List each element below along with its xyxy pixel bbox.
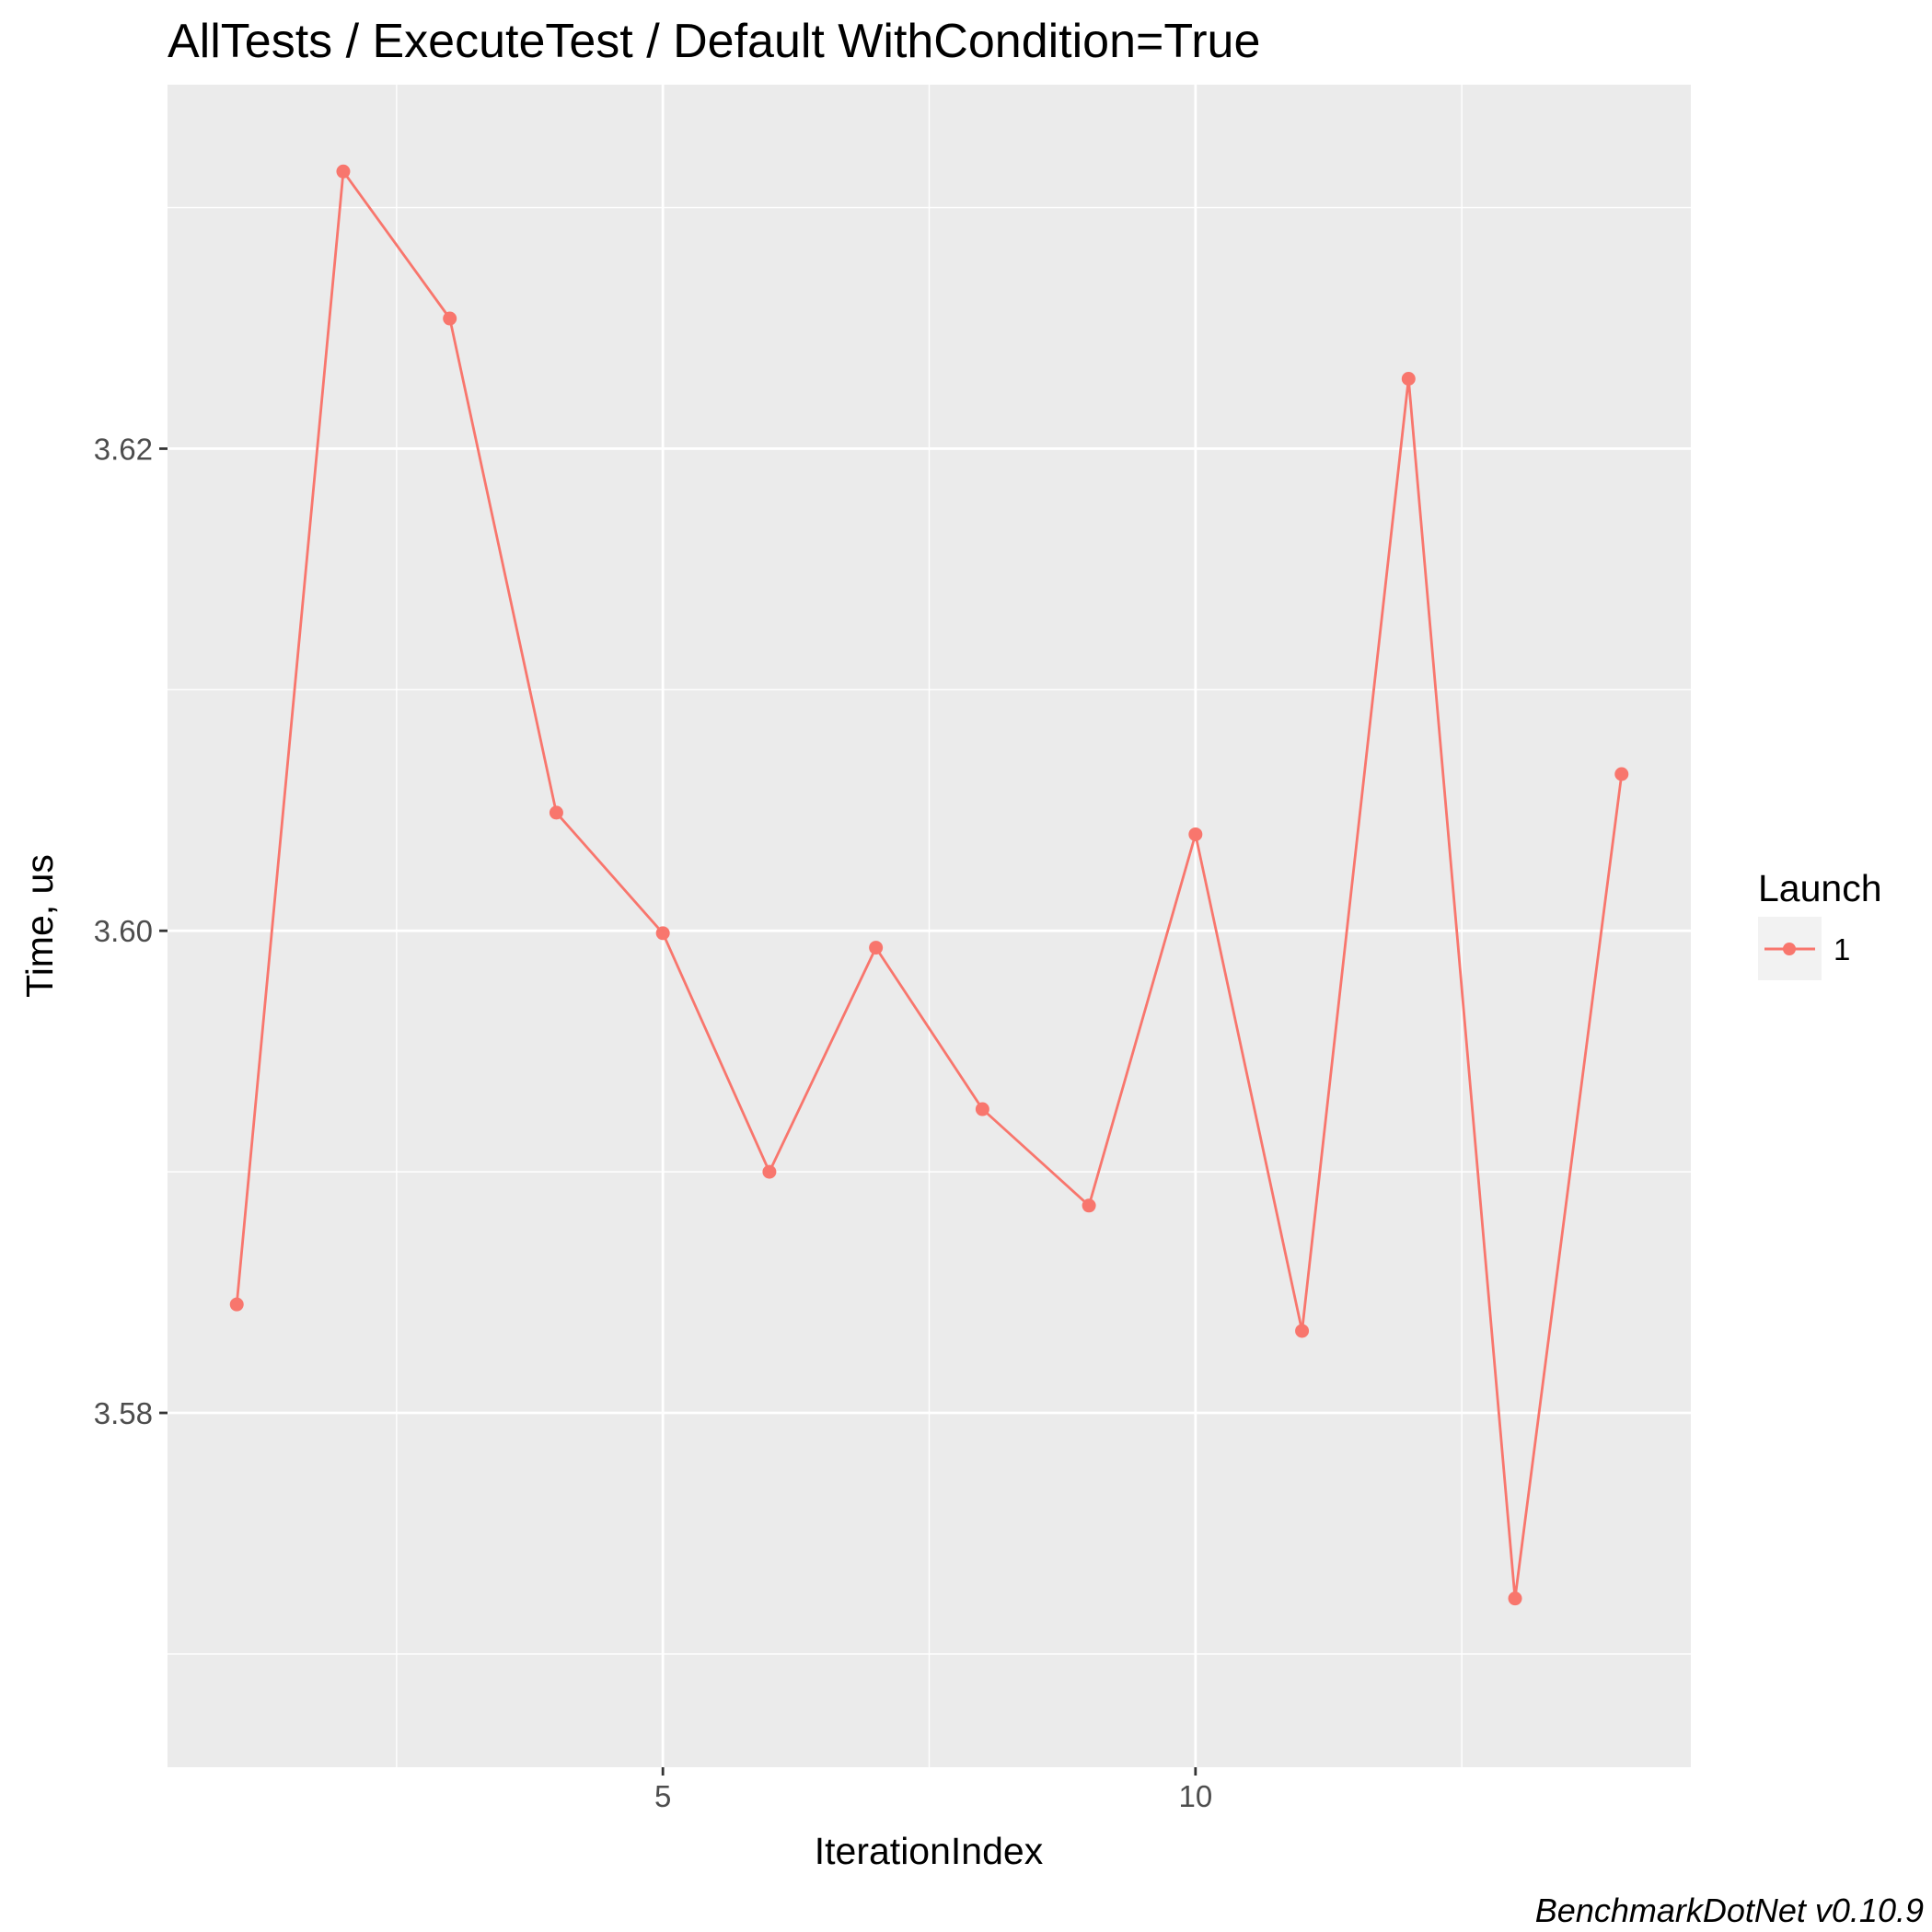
data-point [1614,767,1629,781]
y-tick-label: 3.60 [94,914,153,948]
axes: 5 10 3.58 3.60 3.62 [94,432,1212,1813]
y-tick-label: 3.62 [94,432,153,466]
data-point [1508,1591,1522,1606]
x-tick-label: 5 [654,1779,671,1813]
x-tick-label: 10 [1178,1779,1212,1813]
y-tick-label: 3.58 [94,1396,153,1430]
data-point [655,926,670,941]
data-point [975,1102,989,1116]
legend-key-point [1783,943,1796,955]
data-point [1295,1324,1310,1338]
data-point [762,1164,777,1179]
caption: BenchmarkDotNet v0.10.9 [1535,1892,1924,1929]
data-point [336,164,351,179]
legend-title: Launch [1758,867,1882,909]
data-point [229,1297,244,1312]
data-point [1082,1198,1096,1213]
data-point [869,941,884,955]
legend: Launch 1 [1758,867,1882,980]
series-line [235,169,1624,1601]
series-layer [229,164,1629,1606]
minor-gridlines [168,85,1691,1767]
y-axis-title: Time, us [18,854,61,998]
major-gridlines [168,85,1691,1767]
data-point [1401,372,1416,387]
data-point [1188,827,1203,841]
legend-label-1: 1 [1834,932,1850,966]
x-axis-title: IterationIndex [815,1830,1044,1872]
chart-title: AllTests / ExecuteTest / Default WithCon… [168,15,1260,68]
data-point [443,311,457,326]
data-point [549,805,563,820]
